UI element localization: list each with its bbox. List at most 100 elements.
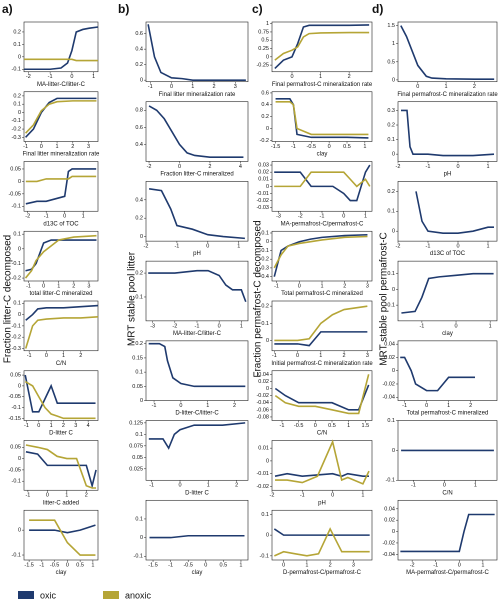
x-axis-title: clay [442,331,453,337]
y-tick-label: 0 [18,110,21,116]
y-tick-label: -0.02 [256,198,269,204]
series-line [29,524,96,534]
plot-frame [397,21,498,83]
panel-label: a) [2,2,13,16]
y-tick-label: 0.2 [261,304,269,310]
x-axis-title: D-litter C [185,490,209,496]
y-tick-label: 0.075 [129,443,143,449]
plot-frame [145,340,249,401]
y-tick-label: 1 [266,21,269,27]
x-axis-title: D-permafrost-C/permafrost-C [283,570,362,576]
y-tick-label: 0.04 [384,342,395,348]
x-tick-label: -1 [25,493,30,499]
plot-frame [23,91,99,142]
x-tick-label: -1 [402,403,407,409]
plot-frame [23,161,99,212]
x-tick-label: -1 [168,562,173,568]
x-tick-label: 1 [237,244,240,250]
y-tick-label: -0.3 [12,135,21,141]
x-tick-label: 1 [240,323,243,329]
x-tick-label: 1 [305,562,308,568]
y-tick-label: 0.02 [384,518,395,524]
plot-frame [397,260,498,322]
y-tick-label: -0.1 [386,303,395,309]
y-tick-label: 0.4 [261,102,269,108]
series-line [400,356,475,392]
x-tick-label: 1 [91,562,94,568]
plot-frame [397,499,498,561]
y-tick-label: -0.4 [260,274,269,280]
x-axis-title: pH [444,172,452,178]
x-tick-label: -2 [396,244,401,250]
series-line [274,164,371,202]
x-tick-label: 3 [87,144,90,150]
y-tick-label: -0.01 [256,191,269,197]
y-tick-label: 0 [392,152,395,158]
y-tick-label: 0.4 [135,197,143,203]
y-tick-label: 0 [18,528,21,534]
x-tick-label: 0 [443,483,446,489]
x-axis-title: D-litter C [49,431,73,437]
series-line [24,26,99,71]
y-tick-label: -0.2 [12,127,21,133]
y-tick-label: 0 [18,246,21,252]
y-tick-label: 0.25 [258,46,269,52]
x-tick-label: 2 [208,164,211,170]
x-tick-label: -0.5 [183,562,192,568]
x-tick-label: -3 [276,214,281,220]
series-line [24,100,97,134]
y-axis-title: MRT stable pool permafrost-C [379,232,390,366]
y-tick-label: -0.25 [256,63,269,69]
series-line [274,331,368,347]
series-line [25,444,97,489]
plot-frame [23,440,99,491]
y-tick-label: -0.02 [256,484,269,490]
x-axis-title: MA-litter-C/litter-C [173,331,222,337]
series-line [148,269,247,303]
series-line [401,272,494,314]
y-tick-label: 0.6 [135,125,143,131]
y-tick-label: 0.2 [13,93,21,99]
x-tick-label: 0.5 [343,144,351,150]
x-axis-title: Final litter mineralization rate [159,92,236,98]
y-tick-label: 0.01 [258,446,269,452]
x-tick-label: 1 [82,214,85,220]
x-tick-label: -1 [274,283,279,289]
y-tick-label: -0.04 [256,400,269,406]
y-axis-title: MRT stable pool litter [127,251,138,346]
x-tick-label: 1 [56,144,59,150]
y-tick-label: 0.1 [387,137,395,143]
x-axis-title: Initial permafrost-C mineralization rate [271,361,373,367]
x-tick-label: 0 [296,353,299,359]
x-tick-label: -1 [27,353,32,359]
x-tick-label: -2 [396,164,401,170]
y-tick-label: 0.05 [10,166,21,172]
y-tick-label: -0.05 [8,394,21,400]
y-tick-label: 0 [392,287,395,293]
panel-label: d) [372,2,383,16]
x-tick-label: 3 [366,283,369,289]
series-line [401,109,495,157]
x-axis-title: C/N [442,490,452,496]
x-axis-title: Final permafrost-C mineralization rate [397,92,498,98]
x-axis-title: C/N [56,361,66,367]
x-tick-label: 1 [320,283,323,289]
y-tick-label: -0.04 [382,395,395,401]
plot-frame [145,101,249,162]
x-tick-label: -2 [25,214,30,220]
plot-frame [145,21,249,83]
x-tick-label: 1 [347,423,350,429]
y-tick-label: -0.1 [12,479,21,485]
x-tick-label: 0 [66,562,69,568]
x-tick-label: 1 [206,403,209,409]
x-tick-label: 0 [178,164,181,170]
legend-label: anoxic [125,590,152,600]
y-tick-label: 0.1 [13,102,21,108]
y-tick-label: 0 [18,54,21,60]
y-tick-label: -0.1 [386,478,395,484]
x-axis-title: total litter-C mineralized [29,291,92,297]
y-tick-label: -0.2 [12,335,21,341]
y-tick-label: 0.1 [13,42,21,48]
x-tick-label: 0 [455,323,458,329]
